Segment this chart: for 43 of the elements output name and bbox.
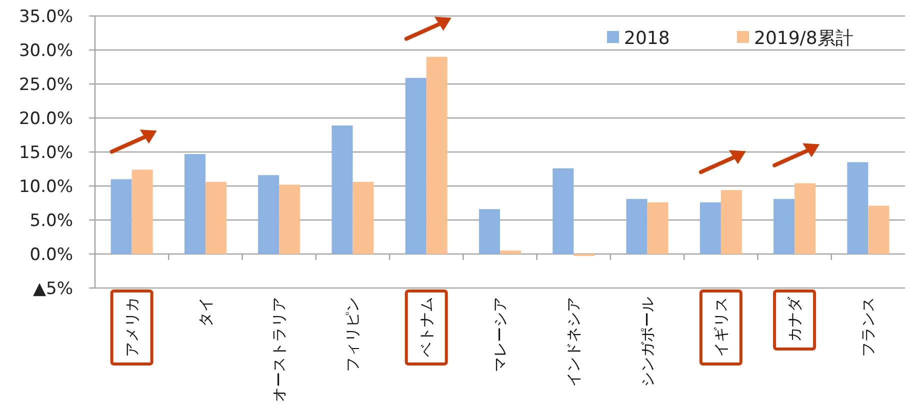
x-tick-label: フィリピン bbox=[344, 297, 362, 372]
x-tick-label: フランス bbox=[859, 297, 878, 357]
legend-label: 2018 bbox=[624, 28, 670, 49]
bar bbox=[868, 206, 890, 254]
bar bbox=[258, 175, 280, 254]
bar bbox=[405, 78, 426, 254]
bar bbox=[184, 154, 206, 254]
x-tick-label: ベトナム bbox=[417, 297, 436, 357]
x-tick-label: イギリス bbox=[712, 297, 730, 357]
bar bbox=[479, 209, 500, 254]
y-tick-label: 10.0% bbox=[18, 177, 73, 197]
x-tick-label: カナダ bbox=[786, 296, 804, 342]
bar bbox=[205, 182, 226, 254]
bar bbox=[700, 202, 721, 254]
bar bbox=[847, 162, 868, 254]
bar bbox=[332, 125, 353, 254]
y-tick-label: 5.0% bbox=[30, 211, 73, 231]
bar bbox=[774, 198, 795, 254]
x-tick-label: シンガポール bbox=[638, 297, 656, 387]
y-tick-label: 15.0% bbox=[18, 143, 73, 163]
y-tick-label: 0.0% bbox=[30, 245, 73, 265]
x-tick-label: オーストラリア bbox=[270, 297, 288, 402]
bar bbox=[552, 168, 574, 254]
bar bbox=[426, 56, 448, 254]
bar bbox=[500, 250, 521, 254]
legend-label: 2019/8累計 bbox=[754, 28, 854, 49]
bar bbox=[647, 202, 668, 254]
x-tick-label: タイ bbox=[196, 297, 214, 327]
y-tick-label: 35.0% bbox=[18, 7, 73, 27]
bar bbox=[279, 184, 300, 254]
y-tick-label: 20.0% bbox=[18, 109, 73, 129]
bar bbox=[352, 182, 374, 254]
x-tick-label: アメリカ bbox=[122, 297, 141, 357]
bar bbox=[132, 170, 153, 254]
x-tick-label: インドネシア bbox=[564, 297, 583, 387]
bar bbox=[110, 179, 132, 254]
bar bbox=[794, 183, 816, 254]
y-tick-label: ▲5% bbox=[32, 279, 73, 299]
bar bbox=[626, 198, 648, 254]
y-tick-label: 25.0% bbox=[18, 75, 73, 95]
x-tick-label: マレーシア bbox=[491, 297, 509, 372]
bar bbox=[720, 190, 742, 254]
y-tick-label: 30.0% bbox=[18, 41, 73, 61]
